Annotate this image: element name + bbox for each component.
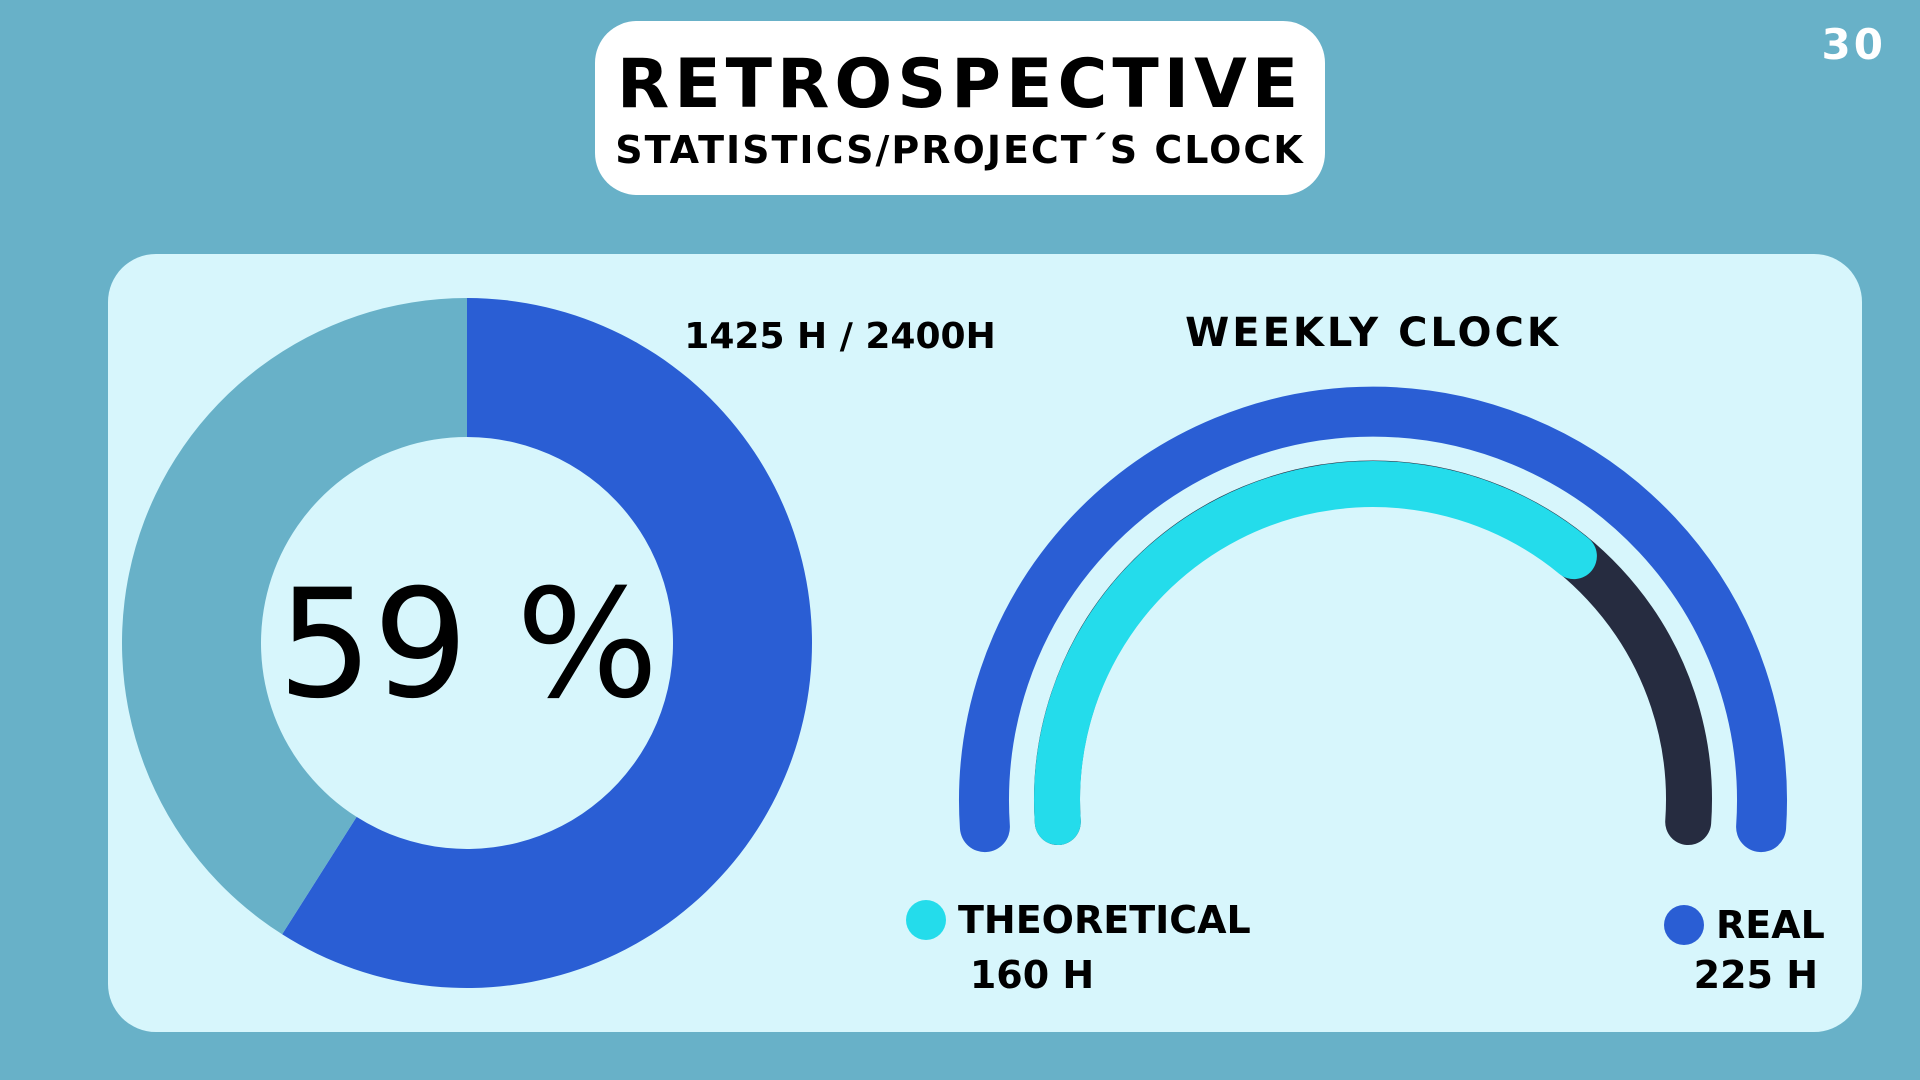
donut-slice-completed	[282, 298, 812, 988]
gauge-title: WEEKLY CLOCK	[1185, 310, 1561, 356]
legend-theoretical-value: 160 H	[970, 953, 1094, 997]
donut-hours-annotation: 1425 H / 2400H	[684, 316, 995, 357]
donut-slice-remaining	[121, 298, 467, 935]
legend-real-value: 225 H	[1694, 953, 1818, 997]
donut-center-label: 59 %	[277, 558, 658, 732]
page-number: 30	[1821, 20, 1886, 69]
legend-theoretical-dot	[906, 900, 946, 940]
legend-theoretical-label: THEORETICAL	[958, 898, 1251, 942]
gauge-arc-theoretical	[1034, 461, 1597, 845]
project-clock-donut: 59 % 1425 H / 2400H	[121, 298, 996, 988]
weekly-clock-gauge: WEEKLY CLOCK THEORETICAL 160 H REAL 225 …	[906, 310, 1825, 997]
gauge-arc-real	[959, 386, 1787, 853]
page-subtitle: STATISTICS/PROJECT´S CLOCK	[615, 128, 1305, 172]
legend-real-label: REAL	[1716, 903, 1825, 947]
legend-real-dot	[1664, 905, 1704, 945]
title-box: RETROSPECTIVE STATISTICS/PROJECT´S CLOCK	[595, 21, 1325, 195]
gauge-arc-track	[1034, 460, 1712, 845]
page-title: RETROSPECTIVE	[616, 45, 1304, 124]
